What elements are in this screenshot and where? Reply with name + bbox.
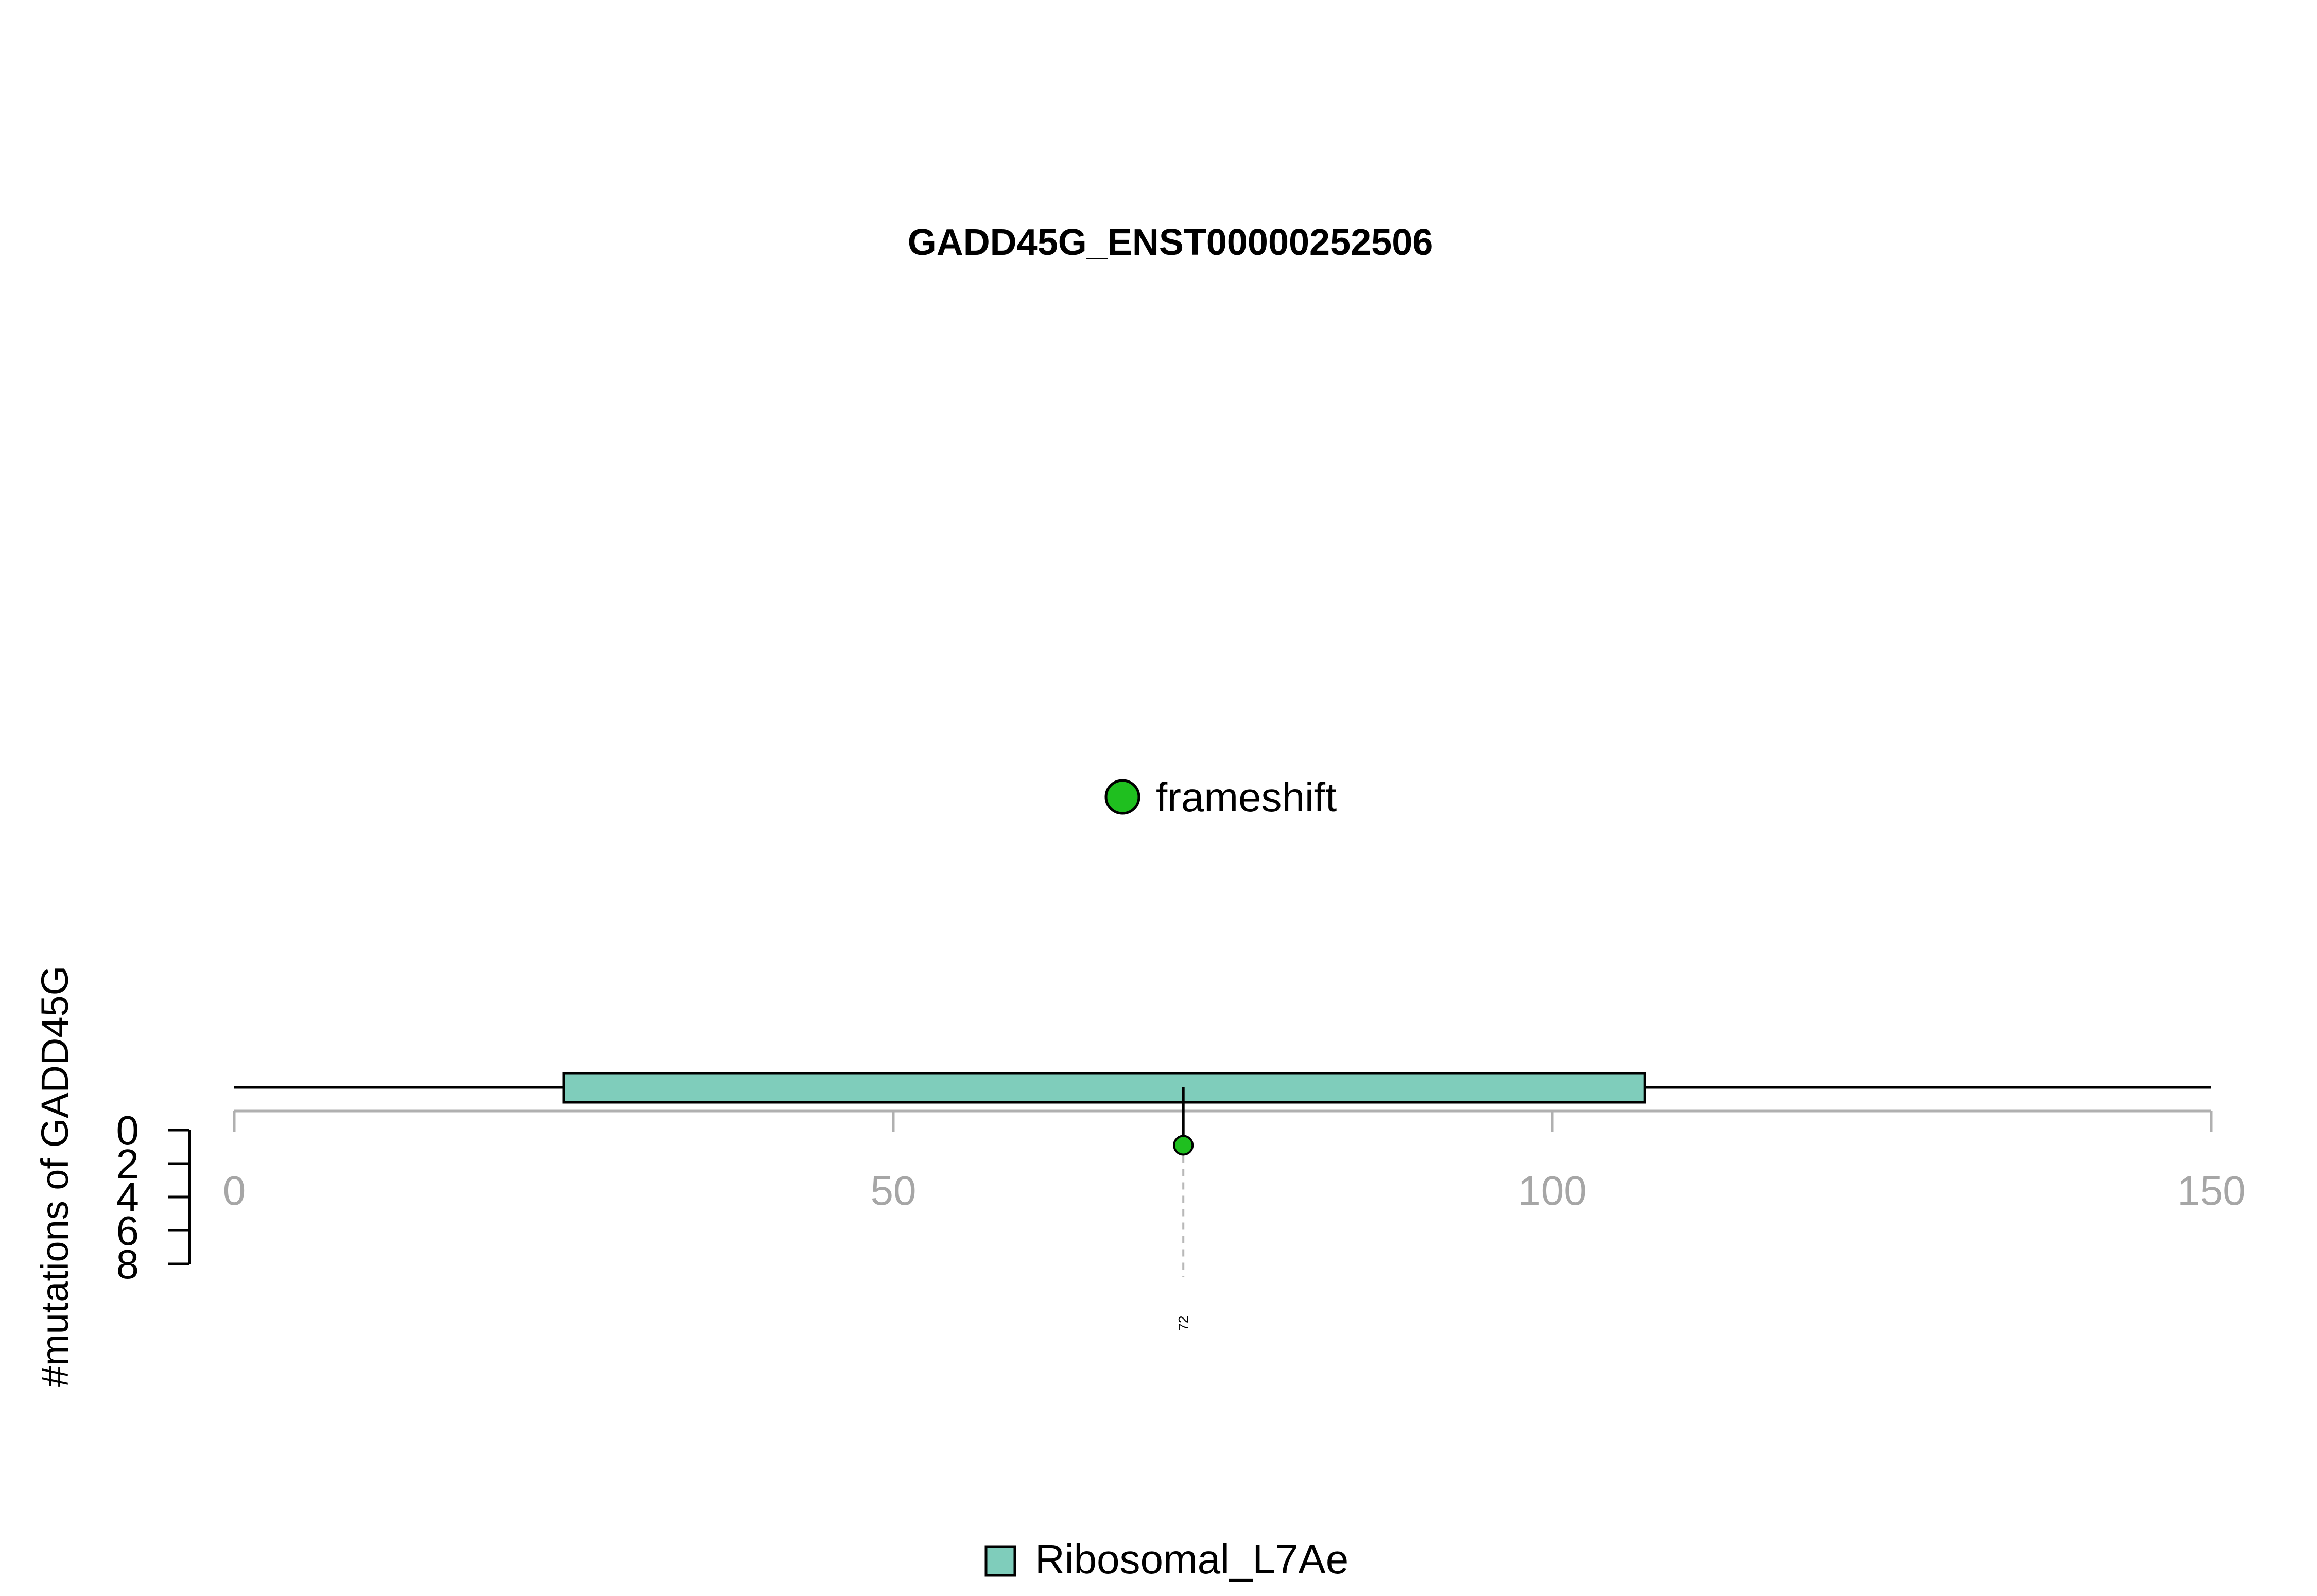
mutation-point (1173, 1135, 1194, 1156)
x-tick-label: 50 (871, 1168, 917, 1213)
y-tick-label: 0 (116, 1107, 140, 1153)
chart-title: GADD45G_ENST00000252506 (908, 222, 1433, 263)
y-axis-label: #mutations of GADD45G (33, 966, 76, 1387)
protein-track (234, 1072, 2211, 1104)
x-tick-label: 100 (1518, 1168, 1586, 1213)
x-tick-label: 0 (223, 1168, 246, 1213)
legend-type-swatch (1104, 779, 1140, 815)
mutation-position-label: 72 (1175, 1316, 1191, 1331)
y-tick-label: 2 (116, 1141, 140, 1187)
mutation-type-legend: frameshift (1104, 774, 1337, 820)
legend-type-label: frameshift (1156, 774, 1337, 820)
legend-domain-label: Ribosomal_L7Ae (1035, 1536, 1348, 1582)
y-tick-label: 4 (116, 1174, 140, 1220)
domain-legend: Ribosomal_L7Ae (984, 1536, 1348, 1582)
legend-domain-swatch (984, 1545, 1016, 1577)
mutation-lollipops: 72 (1173, 1087, 1194, 1331)
y-tick-label: 6 (116, 1208, 140, 1254)
x-tick-label: 150 (2177, 1168, 2245, 1213)
domain-rect (562, 1072, 1646, 1104)
x-axis: 0 50 100 150 (223, 1109, 2246, 1213)
y-tick-label: 8 (116, 1241, 140, 1287)
